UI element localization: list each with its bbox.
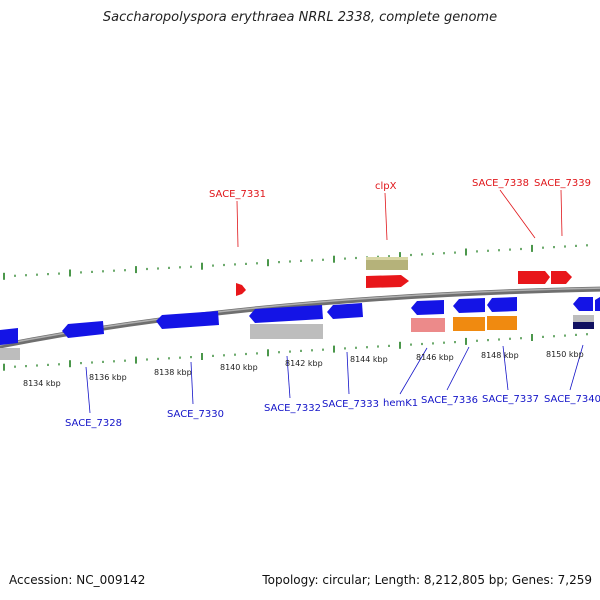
lower-tick-track — [3, 333, 588, 371]
feature-gray-7340[interactable] — [573, 315, 594, 322]
leader-SACE_7340 — [569, 344, 584, 391]
gene-label-clpX[interactable]: clpX — [375, 181, 397, 192]
feature-orange-7337[interactable] — [487, 316, 517, 330]
gene-label-SACE_7330[interactable]: SACE_7330 — [167, 409, 224, 420]
feature-gray-left[interactable] — [0, 348, 20, 360]
feature-navy-7340[interactable] — [573, 322, 594, 329]
scale-label: 8138 kbp — [154, 368, 192, 377]
scale-label: 8146 kbp — [416, 353, 454, 362]
leader-SACE_7333 — [346, 351, 350, 395]
gene-label-SACE_7340[interactable]: SACE_7340 — [544, 394, 600, 405]
leader-SACE_7338 — [499, 189, 536, 239]
leader-SACE_7339 — [560, 189, 563, 237]
gene-arrow-SACE_7337[interactable] — [487, 297, 517, 312]
gene-arrow-SACE_7338[interactable] — [518, 271, 550, 284]
accession-text: Accession: NC_009142 — [9, 573, 146, 587]
gene-arrow-clpX[interactable] — [366, 275, 409, 288]
scale-label: 8142 kbp — [285, 359, 323, 368]
scale-label: 8134 kbp — [23, 379, 61, 388]
gene-label-SACE_7336[interactable]: SACE_7336 — [421, 395, 478, 406]
feature-orange-7336[interactable] — [453, 317, 485, 331]
leader-SACE_7331 — [236, 200, 239, 248]
gene-arrow-SACE_7331[interactable] — [236, 283, 246, 296]
gene-label-SACE_7338[interactable]: SACE_7338 — [472, 178, 529, 189]
feature-olive[interactable] — [366, 257, 408, 270]
gene-arrow-SACE_7328[interactable] — [62, 321, 104, 338]
gene-arrow-left-edge[interactable] — [0, 328, 18, 345]
gene-label-hemK1[interactable]: hemK1 — [383, 398, 418, 409]
scale-label: 8140 kbp — [220, 363, 258, 372]
leader-SACE_7328 — [85, 366, 91, 414]
gene-arrow-SACE_7339[interactable] — [551, 271, 572, 284]
leader-SACE_7337 — [502, 345, 509, 391]
genome-summary-text: Topology: circular; Length: 8,212,805 bp… — [262, 573, 592, 587]
scale-label: 8144 kbp — [350, 355, 388, 364]
feature-pink-hemK1[interactable] — [411, 318, 445, 332]
gene-label-SACE_7328[interactable]: SACE_7328 — [65, 418, 122, 429]
leader-SACE_7330 — [190, 361, 194, 405]
leader-clpX — [384, 192, 388, 241]
gene-label-SACE_7337[interactable]: SACE_7337 — [482, 394, 539, 405]
gene-label-SACE_7332[interactable]: SACE_7332 — [264, 403, 321, 414]
gene-arrow-SACE_7330[interactable] — [156, 311, 219, 329]
map-title: Saccharopolyspora erythraea NRRL 2338, c… — [102, 10, 498, 25]
gene-arrow-SACE_7333[interactable] — [327, 303, 363, 319]
upper-tick-track — [3, 244, 588, 280]
gene-label-SACE_7333[interactable]: SACE_7333 — [322, 399, 379, 410]
gene-arrow-SACE_7340[interactable] — [573, 297, 593, 311]
gene-arrow-hemK1[interactable] — [411, 300, 444, 315]
leader-hemK1 — [399, 347, 428, 395]
gene-label-SACE_7331[interactable]: SACE_7331 — [209, 189, 266, 200]
gene-arrow-SACE_7336[interactable] — [453, 298, 485, 313]
gene-label-SACE_7339[interactable]: SACE_7339 — [534, 178, 591, 189]
scale-label: 8136 kbp — [89, 373, 127, 382]
leader-SACE_7336 — [446, 346, 470, 391]
leader-SACE_7332 — [286, 355, 291, 399]
feature-olive-shade — [366, 257, 408, 260]
feature-gray-7332[interactable] — [250, 324, 323, 339]
scale-label: 8150 kbp — [546, 350, 584, 359]
gene-arrow-SACE_7332[interactable] — [249, 305, 323, 323]
gene-arrow-right-edge[interactable] — [595, 297, 600, 311]
scale-label: 8148 kbp — [481, 351, 519, 360]
